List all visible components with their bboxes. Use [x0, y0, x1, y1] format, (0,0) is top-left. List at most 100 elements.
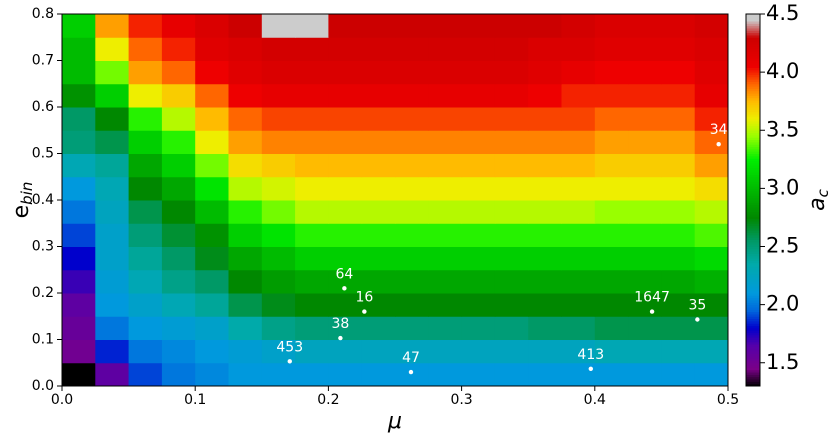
- colorbar-segment: [746, 260, 760, 264]
- heatmap-cell: [161, 14, 196, 38]
- heatmap-cell: [594, 293, 629, 317]
- heatmap-cell: [228, 269, 263, 294]
- heatmap-cell: [361, 83, 396, 108]
- colorbar-tick-label: 3.0: [766, 175, 799, 199]
- colorbar-tick-label: 2.5: [766, 234, 799, 258]
- heatmap-cell: [161, 246, 196, 271]
- heatmap-cell: [694, 246, 729, 271]
- heatmap-cell: [361, 362, 396, 387]
- colorbar-segment: [746, 53, 760, 57]
- heatmap-cell: [228, 14, 263, 38]
- heatmap-cell: [661, 293, 696, 317]
- heatmap-cell: [594, 14, 629, 38]
- heatmap-cell: [494, 362, 529, 387]
- heatmap-cell: [561, 269, 596, 294]
- colorbar-segment: [746, 344, 760, 347]
- heatmap-cell: [594, 176, 629, 201]
- heatmap-cell: [494, 130, 529, 154]
- heatmap-cell: [428, 83, 463, 108]
- colorbar-segment: [746, 83, 760, 87]
- heatmap-cell: [461, 107, 496, 131]
- heatmap-cell: [461, 339, 496, 364]
- heatmap-cell: [195, 60, 229, 85]
- heatmap-cell: [161, 37, 196, 61]
- colorbar-segment: [746, 79, 760, 82]
- colorbar-segment: [746, 327, 760, 331]
- heatmap-cell: [461, 14, 496, 38]
- heatmap-cell: [361, 200, 396, 224]
- heatmap-cell: [461, 83, 496, 108]
- heatmap-cell: [395, 60, 429, 85]
- heatmap-cell: [494, 37, 529, 61]
- heatmap-cell: [528, 316, 562, 340]
- colorbar-tick-label: 3.5: [766, 117, 799, 141]
- heatmap-cell: [428, 153, 463, 178]
- heatmap-cell: [661, 14, 696, 38]
- colorbar-segment: [746, 97, 760, 101]
- heatmap-cell: [594, 60, 629, 85]
- heatmap-cell: [694, 14, 729, 38]
- colorbar-segment: [746, 116, 760, 120]
- heatmap-cell: [494, 223, 529, 247]
- colorbar-segment: [746, 227, 760, 231]
- colorbar-segment: [746, 81, 760, 85]
- heatmap-cell: [128, 339, 163, 364]
- heatmap-cell: [395, 362, 429, 387]
- heatmap-cell: [361, 223, 396, 247]
- heatmap-cell: [395, 293, 429, 317]
- heatmap-cell: [328, 200, 363, 224]
- heatmap-cell: [628, 60, 662, 85]
- heatmap-cell: [328, 339, 363, 364]
- heatmap-cell: [594, 269, 629, 294]
- colorbar-segment: [746, 14, 760, 17]
- heatmap-cell: [628, 200, 662, 224]
- heatmap-cell: [328, 269, 363, 294]
- colorbar-segment: [746, 283, 760, 287]
- x-tick-label: 0.5: [717, 392, 739, 408]
- heatmap-cell: [428, 362, 463, 387]
- colorbar-segment: [746, 183, 760, 187]
- heatmap-cell: [628, 83, 662, 108]
- heatmap-cell: [494, 153, 529, 178]
- heatmap-cell: [594, 200, 629, 224]
- heatmap-cell: [461, 176, 496, 201]
- heatmap-cell: [328, 83, 363, 108]
- heatmap-cell: [161, 293, 196, 317]
- heatmap-cell: [361, 246, 396, 271]
- heatmap-cell: [561, 130, 596, 154]
- heatmap-cell: [395, 14, 429, 38]
- heatmap-cell: [62, 362, 96, 387]
- colorbar-segment: [746, 332, 760, 336]
- point-label: 16: [355, 290, 373, 306]
- heatmap-cell: [128, 153, 163, 178]
- heatmap-cell: [328, 223, 363, 247]
- point-label: 35: [688, 298, 706, 314]
- colorbar-segment: [746, 176, 760, 180]
- colorbar-segment: [746, 48, 760, 52]
- x-axis-label: μ: [387, 409, 402, 434]
- colorbar-segment: [746, 376, 760, 380]
- colorbar-segment: [746, 132, 760, 136]
- heatmap-cell: [528, 293, 562, 317]
- heatmap-cell: [195, 200, 229, 224]
- point: [342, 286, 347, 291]
- colorbar-segment: [746, 204, 760, 208]
- colorbar-segment: [746, 241, 760, 245]
- heatmap-cell: [261, 153, 296, 178]
- colorbar-segment: [746, 348, 760, 352]
- heatmap-cell: [161, 107, 196, 131]
- colorbar-segment: [746, 237, 760, 241]
- heatmap-cell: [361, 269, 396, 294]
- y-tick-label: 0.4: [32, 192, 54, 208]
- heatmap-cell: [361, 37, 396, 61]
- heatmap-cell: [628, 14, 662, 38]
- heatmap-cell: [494, 200, 529, 224]
- heatmap-cell: [261, 293, 296, 317]
- colorbar-segment: [746, 181, 760, 185]
- heatmap-cell: [195, 107, 229, 131]
- heatmap-cell: [461, 293, 496, 317]
- heatmap-cell: [594, 246, 629, 271]
- colorbar-segment: [746, 16, 760, 20]
- colorbar-segment: [746, 274, 760, 278]
